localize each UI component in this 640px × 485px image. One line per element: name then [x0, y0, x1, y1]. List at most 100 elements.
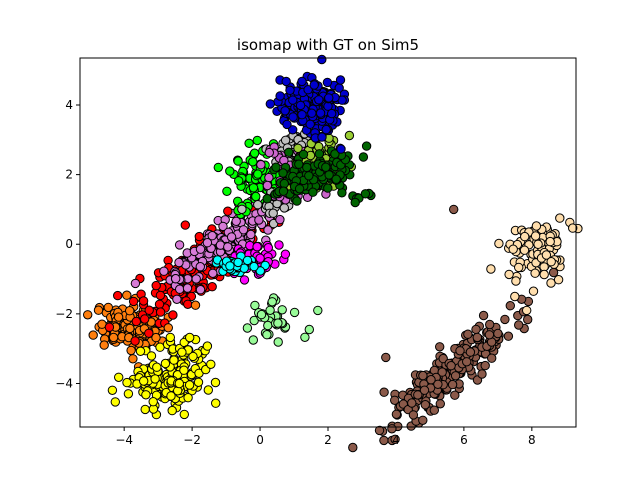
- data-point: [146, 351, 157, 361]
- data-point: [246, 229, 256, 240]
- data-point: [262, 194, 272, 204]
- data-point: [195, 262, 206, 272]
- data-point: [271, 162, 281, 172]
- data-point: [256, 309, 267, 320]
- x-tick-label: 8: [528, 433, 536, 447]
- data-point: [182, 283, 193, 293]
- data-point: [263, 225, 273, 235]
- data-point: [282, 119, 292, 130]
- data-point: [321, 162, 331, 172]
- data-point: [233, 257, 243, 268]
- data-point: [553, 275, 564, 285]
- data-point: [297, 76, 307, 87]
- data-point: [289, 307, 300, 318]
- data-point: [249, 148, 260, 158]
- x-tick-label: −4: [115, 433, 133, 447]
- data-point: [358, 152, 369, 162]
- data-point: [308, 187, 318, 197]
- data-point: [381, 352, 391, 363]
- data-point: [555, 213, 565, 223]
- data-point: [233, 156, 243, 166]
- data-point: [223, 206, 233, 216]
- data-point: [478, 310, 489, 321]
- data-point: [222, 186, 232, 197]
- data-point: [250, 300, 260, 311]
- data-point: [485, 319, 495, 330]
- data-point: [539, 269, 549, 280]
- data-point: [255, 253, 265, 263]
- data-point: [546, 278, 556, 288]
- data-point: [179, 409, 190, 420]
- data-point: [494, 238, 504, 249]
- data-point: [321, 124, 331, 135]
- data-point: [202, 341, 213, 351]
- data-point: [128, 296, 139, 307]
- data-point: [130, 278, 141, 289]
- data-point: [88, 330, 98, 340]
- data-point: [504, 269, 514, 280]
- data-point: [300, 332, 310, 342]
- data-point: [242, 323, 253, 333]
- data-point: [407, 398, 417, 408]
- data-point: [144, 328, 154, 338]
- data-point: [315, 108, 326, 118]
- data-point: [437, 367, 447, 377]
- data-point: [210, 377, 221, 388]
- data-point: [213, 162, 224, 173]
- data-point: [262, 180, 273, 191]
- data-point: [514, 320, 524, 330]
- data-point: [135, 346, 146, 356]
- data-point: [211, 398, 221, 408]
- data-point: [463, 329, 473, 339]
- data-point: [379, 387, 389, 397]
- data-point: [253, 200, 263, 210]
- data-point: [166, 391, 176, 401]
- data-point: [125, 323, 135, 334]
- data-point: [281, 76, 291, 87]
- data-point: [275, 214, 285, 225]
- data-point: [252, 242, 262, 252]
- data-point: [360, 189, 371, 199]
- data-point: [155, 307, 166, 317]
- data-point: [151, 280, 161, 291]
- data-point: [263, 243, 273, 253]
- data-point: [279, 178, 289, 189]
- data-point: [418, 415, 428, 425]
- data-point: [530, 268, 540, 278]
- data-point: [298, 149, 309, 160]
- data-point: [493, 328, 503, 339]
- data-point: [251, 191, 261, 202]
- data-point: [188, 351, 198, 362]
- data-point: [108, 332, 119, 343]
- data-point: [408, 410, 419, 420]
- data-point: [174, 240, 185, 250]
- data-point: [122, 377, 132, 388]
- data-point: [294, 184, 305, 194]
- data-point: [207, 282, 217, 292]
- data-point: [455, 346, 465, 356]
- data-point: [249, 261, 259, 272]
- data-point: [172, 294, 182, 304]
- data-point: [144, 305, 154, 315]
- data-point: [139, 376, 149, 386]
- data-point: [292, 196, 302, 206]
- data-point: [314, 149, 324, 159]
- data-point: [179, 365, 189, 375]
- data-point: [350, 197, 360, 208]
- data-point: [505, 301, 515, 311]
- data-point: [294, 159, 304, 169]
- data-point: [104, 322, 115, 332]
- data-point: [275, 91, 285, 101]
- data-point: [225, 261, 235, 271]
- data-point: [446, 361, 456, 371]
- data-point: [264, 172, 274, 183]
- data-point: [413, 390, 423, 400]
- data-point: [284, 147, 294, 158]
- data-point: [160, 358, 171, 369]
- y-tick-label: 2: [65, 168, 73, 182]
- data-point: [264, 147, 274, 158]
- y-tick-label: −2: [55, 307, 73, 321]
- data-point: [313, 305, 323, 316]
- data-point: [447, 379, 458, 390]
- data-point: [113, 312, 124, 322]
